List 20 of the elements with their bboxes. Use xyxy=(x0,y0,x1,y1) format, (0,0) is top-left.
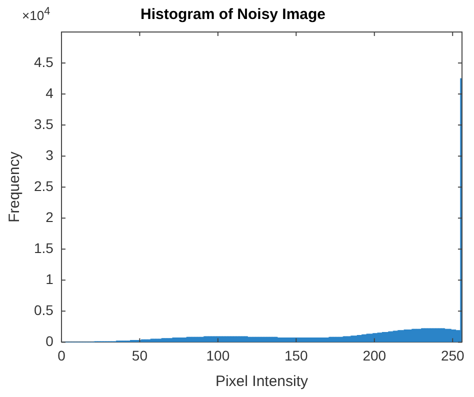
x-tick-label: 50 xyxy=(132,347,148,364)
y-tick-label: 2.5 xyxy=(34,178,54,194)
y-tick-label: 0.5 xyxy=(34,302,54,318)
y-axis-title: Frequency xyxy=(6,151,24,223)
y-tick-label: 1 xyxy=(46,271,54,288)
chart-title: Histogram of Noisy Image xyxy=(140,6,326,24)
y-tick-label: 1.5 xyxy=(34,240,54,256)
x-tick-label: 200 xyxy=(362,347,386,364)
y-tick-label: 0 xyxy=(46,333,54,350)
y-tick-label: 2 xyxy=(46,208,54,225)
x-tick-label: 250 xyxy=(440,347,465,364)
x-tick-label: 100 xyxy=(206,347,230,364)
y-tick-label: 3 xyxy=(46,146,54,163)
y-tick-label: 4.5 xyxy=(34,54,54,70)
y-tick-label: 4 xyxy=(46,84,54,101)
y-tick-label: 3.5 xyxy=(34,116,54,132)
x-axis-title: Pixel Intensity xyxy=(215,373,308,390)
text: ×10$^{4}$ xyxy=(22,6,50,24)
x-tick-label: 150 xyxy=(284,347,308,364)
x-tick-label: 0 xyxy=(58,347,66,364)
